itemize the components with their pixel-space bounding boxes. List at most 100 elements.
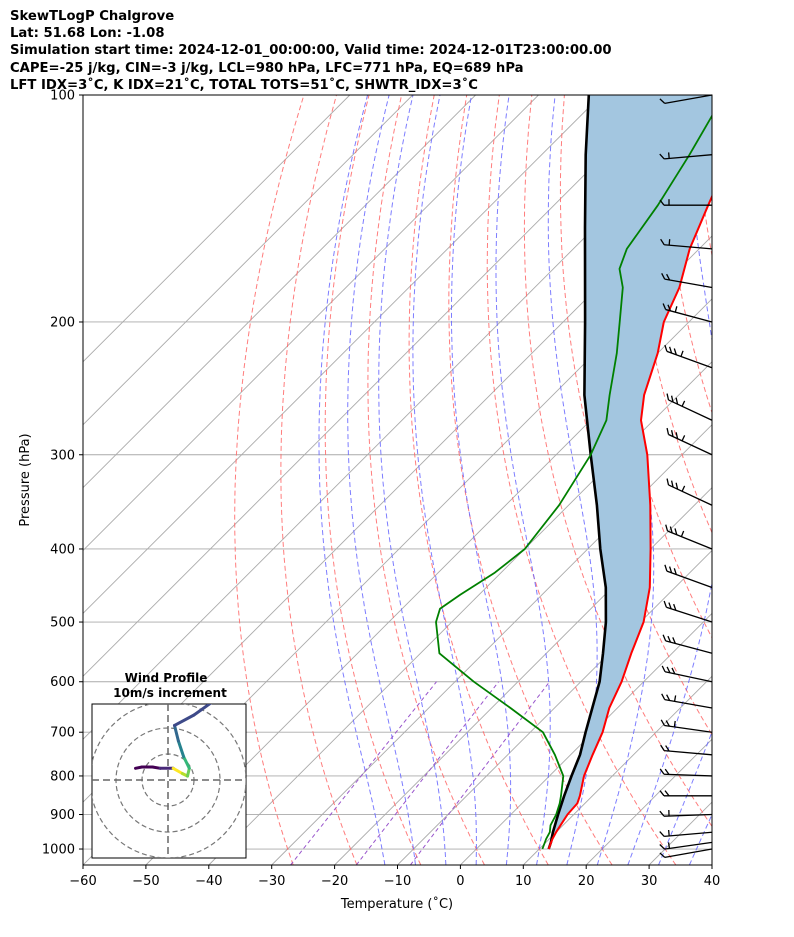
wind-barb [662,634,713,654]
wind-barb [661,665,713,683]
barb-flag [668,566,673,574]
barb-flag [672,637,676,644]
moist-adiabat [547,95,598,865]
moist-adiabat [627,95,712,865]
moist-adiabat [451,95,512,865]
y-tick-label: 400 [50,542,75,557]
barb-flag [659,831,665,837]
barb-half-flag [680,530,685,537]
barb-flag [671,667,676,675]
barb-flag [660,238,665,246]
barb-flag [675,432,679,439]
isotherm [83,95,476,489]
barb-flag [669,526,673,534]
barb-flag [674,528,678,535]
barb-staff [666,606,713,623]
barb-half-flag [673,720,676,728]
hodograph-title: Wind Profile [125,671,208,685]
profile-lines [435,95,712,850]
barb-staff [664,841,713,850]
barb-half-flag [681,485,686,492]
wind-barb [659,810,713,817]
barb-half-flag [667,829,670,837]
barb-flag [662,634,667,642]
barb-staff [664,278,713,289]
wind-barb [663,600,713,623]
barb-flag [661,665,666,673]
wind-barb [664,564,713,589]
dry-adiabat [661,95,712,415]
barb-flag [664,768,670,775]
moist-adiabat [412,95,477,865]
cape-area [548,95,712,849]
dry-adiabat [486,95,677,865]
barb-flag [673,603,677,611]
barb-staff [667,530,713,550]
barb-flag [665,720,670,727]
barb-flag [660,719,666,726]
hodograph-trace-segment [171,766,184,775]
barb-flag [659,199,665,206]
barb-flag [673,348,677,355]
x-tick-label: −60 [69,874,96,889]
x-tick-label: 30 [641,874,658,889]
hodograph-trace-segment [173,713,196,727]
moist-adiabat [495,95,551,865]
barb-flag [659,153,665,160]
barb-flag [661,273,666,280]
barb-staff [664,813,713,817]
barb-flag [666,666,671,674]
barb-flag [670,395,674,403]
isotherm [83,95,414,426]
barb-half-flag [674,306,678,313]
barb-flag [661,693,666,700]
wind-barb [660,719,713,733]
y-tick-label: 200 [50,315,75,330]
hodograph-subtitle: 10m/s increment [113,686,227,700]
chart-header: SkewTLogP Chalgrove Lat: 51.68 Lon: -1.0… [10,8,612,94]
dewpoint-line [435,114,712,850]
wind-barb [659,768,713,777]
x-tick-label: −40 [195,874,222,889]
isotherm [397,549,712,865]
barb-flag [666,393,670,401]
barb-flag [664,790,670,797]
moist-adiabat [347,95,416,865]
dry-adiabat [448,95,613,865]
barb-flag [659,790,665,797]
barb-flag [666,427,670,435]
barb-staff [664,244,713,250]
barb-flag [667,304,672,312]
wind-barb [659,841,713,850]
barb-flag [665,524,669,532]
hodograph-trace-segment [192,704,212,717]
hodograph-trace-segment [182,755,191,770]
x-tick-label: 10 [515,874,532,889]
barb-flag [666,694,671,701]
barb-flag [670,430,674,437]
mixing-ratio-line [409,681,550,865]
hodograph-trace-segment [176,739,186,759]
hodograph-plot [92,704,246,858]
wind-barb [659,152,713,160]
x-tick-label: −20 [321,874,348,889]
isotherm [711,864,712,865]
isotherm [522,675,712,865]
barb-flag [659,810,665,817]
barb-staff [664,749,713,756]
dry-adiabat [324,95,422,865]
barb-flag [663,600,667,608]
moist-adiabat [378,95,447,865]
barb-flag [659,768,665,775]
dry-adiabat [694,95,712,258]
barb-staff [664,671,713,683]
dry-adiabat [727,95,794,865]
barb-flag [659,852,666,858]
barb-flag [675,482,679,490]
barb-half-flag [680,350,684,357]
y-tick-label: 700 [50,726,75,741]
wind-barb [666,393,713,421]
isotherm [334,486,712,865]
barb-staff [664,698,713,709]
